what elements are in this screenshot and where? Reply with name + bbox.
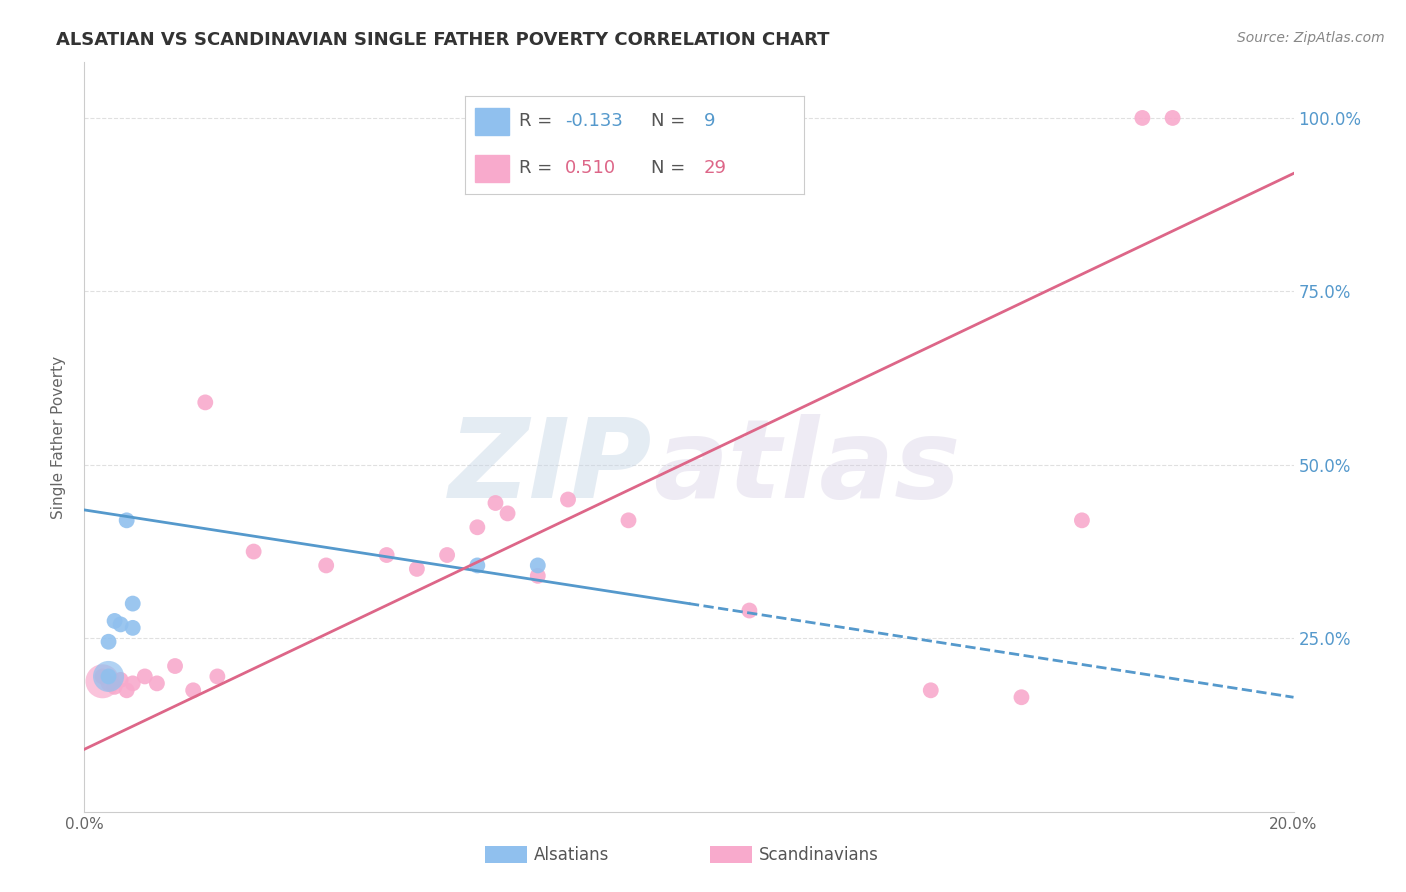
Point xyxy=(97,669,120,683)
Point xyxy=(527,569,550,583)
Point xyxy=(104,614,127,628)
Point xyxy=(115,513,138,527)
Point xyxy=(121,597,143,611)
Point xyxy=(617,513,640,527)
Point xyxy=(1071,513,1094,527)
Point xyxy=(406,562,429,576)
Point xyxy=(436,548,458,562)
Point xyxy=(97,669,120,683)
Point xyxy=(115,683,138,698)
Text: Alsatians: Alsatians xyxy=(534,846,610,863)
Point xyxy=(467,520,489,534)
Point xyxy=(181,683,204,698)
Point xyxy=(242,544,264,558)
Point xyxy=(315,558,337,573)
Point xyxy=(738,603,761,617)
Text: atlas: atlas xyxy=(652,414,960,521)
Point xyxy=(207,669,229,683)
Point xyxy=(1161,111,1184,125)
Text: Scandinavians: Scandinavians xyxy=(759,846,879,863)
Text: Source: ZipAtlas.com: Source: ZipAtlas.com xyxy=(1237,31,1385,45)
Point xyxy=(91,669,114,683)
Point xyxy=(484,496,506,510)
Y-axis label: Single Father Poverty: Single Father Poverty xyxy=(51,356,66,518)
Text: ZIP: ZIP xyxy=(449,414,652,521)
Point xyxy=(110,673,132,687)
Point xyxy=(557,492,579,507)
Point xyxy=(91,674,114,689)
Point xyxy=(110,617,132,632)
Point xyxy=(375,548,398,562)
Point xyxy=(97,676,120,690)
Point xyxy=(121,676,143,690)
Point xyxy=(1011,690,1033,705)
Point xyxy=(121,621,143,635)
Text: ALSATIAN VS SCANDINAVIAN SINGLE FATHER POVERTY CORRELATION CHART: ALSATIAN VS SCANDINAVIAN SINGLE FATHER P… xyxy=(56,31,830,49)
Point xyxy=(165,659,187,673)
Point xyxy=(104,680,127,694)
Point xyxy=(467,558,489,573)
Point xyxy=(194,395,217,409)
Point xyxy=(527,558,550,573)
Point xyxy=(1130,111,1153,125)
Point xyxy=(97,634,120,648)
Point xyxy=(146,676,169,690)
Point xyxy=(496,507,519,521)
Point xyxy=(134,669,156,683)
Point xyxy=(920,683,942,698)
